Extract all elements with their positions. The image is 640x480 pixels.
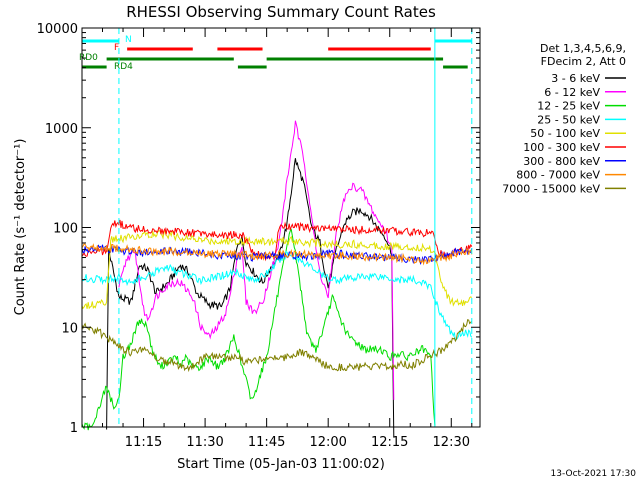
series-line — [81, 319, 473, 373]
y-tick-label: 100 — [53, 222, 78, 237]
y-tick-label: 1 — [70, 421, 78, 436]
legend-entry-label: 800 - 7000 keV — [516, 169, 600, 182]
legend-entry-label: 50 - 100 keV — [530, 127, 600, 140]
series-line — [81, 219, 473, 262]
state-bar-label: RD0 — [79, 53, 98, 63]
state-bar-label: RD4 — [114, 62, 133, 72]
y-tick-label: 1000 — [45, 122, 78, 137]
series-line — [81, 243, 473, 266]
legend-entry-label: 25 - 50 keV — [537, 113, 600, 126]
series-layer — [81, 120, 473, 438]
legend-header-line: FDecim 2, Att 0 — [541, 55, 626, 68]
legend-entry-label: 12 - 25 keV — [537, 100, 600, 113]
x-axis-label: Start Time (05-Jan-03 11:00:02) — [177, 457, 385, 472]
legend: Det 1,3,4,5,6,9,FDecim 2, Att 0 3 - 6 keV… — [502, 42, 626, 195]
legend-entry-label: 6 - 12 keV — [544, 86, 600, 99]
x-tick-label: 11:15 — [125, 435, 162, 450]
legend-entry-label: 3 - 6 keV — [551, 72, 600, 85]
y-tick-label: 10000 — [37, 22, 78, 37]
legend-entry-label: 7000 - 15000 keV — [502, 182, 600, 195]
legend-header-line: Det 1,3,4,5,6,9, — [540, 42, 626, 55]
footer-timestamp: 13-Oct-2021 17:30 — [551, 469, 637, 479]
legend-entry-label: 300 - 800 keV — [523, 155, 600, 168]
x-tick-label: 12:15 — [371, 435, 408, 450]
series-line — [81, 250, 473, 342]
series-line — [106, 158, 395, 438]
series-line — [118, 120, 395, 400]
legend-entry-label: 100 - 300 keV — [523, 141, 600, 154]
y-tick-label: 10 — [61, 321, 78, 336]
state-bars: NF RD0 RD4 — [79, 35, 472, 72]
series-line — [81, 228, 436, 431]
x-tick-label: 12:00 — [309, 435, 346, 450]
series-line — [81, 244, 473, 266]
state-bar-label: F — [114, 43, 119, 53]
chart-title: RHESSI Observing Summary Count Rates — [126, 3, 436, 21]
x-tick-label: 12:30 — [433, 435, 470, 450]
x-tick-label: 11:30 — [186, 435, 223, 450]
y-axis-label: Count Rate (s⁻¹ detector⁻¹) — [13, 139, 28, 316]
x-tick-label: 11:45 — [248, 435, 285, 450]
axes: 1 10 100 1000 10000 11:15 11:30 11:45 12:00 12:15… — [37, 22, 481, 450]
state-boundaries — [81, 28, 473, 427]
state-bar-label: N — [125, 35, 132, 45]
